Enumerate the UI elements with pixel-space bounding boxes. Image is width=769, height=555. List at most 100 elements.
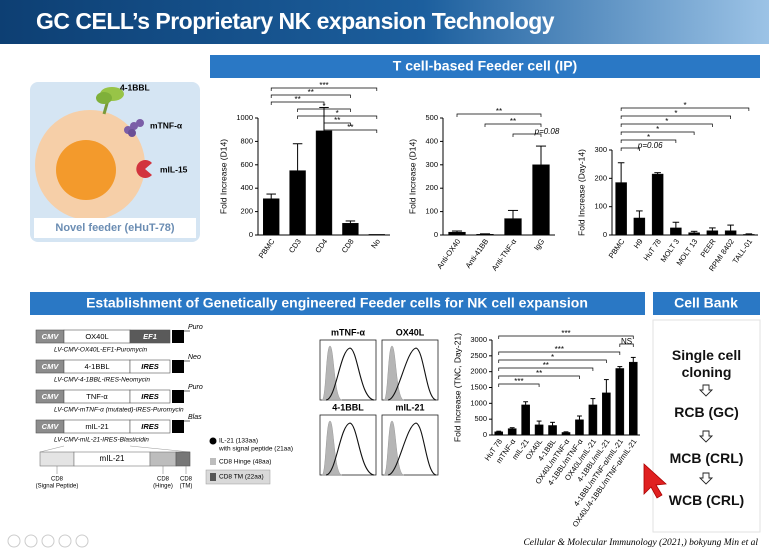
significance-bracket: [498, 351, 621, 355]
domain-caption: CD8: [51, 477, 64, 483]
isotype-curve: [383, 420, 405, 476]
flow-panel-label: mTNF-α: [331, 327, 365, 337]
domain-caption: CD8: [180, 477, 193, 483]
construct-part-label: CMV: [42, 422, 60, 431]
significance-bracket: [498, 375, 580, 379]
y-tick-label: 1500: [470, 382, 487, 391]
y-tick-label: 2500: [470, 351, 487, 360]
ligand-mil15: [136, 160, 152, 179]
isotype-curve: [321, 420, 343, 476]
significance-bracket: [323, 122, 351, 126]
bar: [532, 164, 550, 236]
bar: [651, 173, 664, 236]
y-tick-label: 0: [434, 230, 438, 239]
significance-label: ***: [319, 81, 328, 90]
bar: [315, 130, 333, 236]
cursor: [643, 463, 667, 499]
flow-panel-label: 4-1BBL: [332, 402, 364, 412]
citation: Cellular & Molecular Immunology (2021,) …: [523, 537, 758, 548]
significance-label: *: [336, 109, 339, 118]
bar: [534, 424, 544, 436]
y-tick-label: 200: [425, 183, 438, 192]
cell-bank-step: MCB (CRL): [669, 450, 744, 466]
marker-label: Neo: [188, 354, 201, 361]
y-axis-label: Fold Increase (D14): [218, 139, 228, 214]
construct-part-label: TNF-α: [86, 392, 108, 401]
construct-part-label: CMV: [42, 362, 60, 371]
significance-label: ***: [561, 329, 570, 338]
y-tick-label: 500: [474, 414, 487, 423]
y-tick-label: 400: [240, 183, 253, 192]
significance-bracket: [620, 115, 731, 119]
cell-bank-step-box: Single cell cloning: [672, 347, 741, 380]
y-tick-label: 600: [240, 160, 253, 169]
y-tick-label: 300: [594, 145, 607, 154]
y-axis-label: Fold Increase (Day-14): [576, 149, 586, 236]
legend-label: CD8 TM (22aa): [219, 474, 264, 481]
significance-bracket: [498, 359, 607, 363]
bar: [289, 170, 306, 236]
domain-tm: [175, 451, 191, 467]
significance-label: **: [536, 369, 542, 378]
y-tick-label: 1000: [470, 398, 487, 407]
marker-label: Puro: [188, 384, 203, 391]
domain-label: mIL-21: [100, 454, 125, 463]
significance-bracket: [297, 115, 378, 119]
legend-swatch: [210, 473, 216, 481]
flow-arrow: [698, 384, 714, 397]
selection-marker: [172, 330, 184, 343]
stain-curve: [387, 347, 437, 401]
bar: [615, 182, 627, 236]
significance-bracket: [498, 367, 594, 371]
significance-label: **: [347, 123, 353, 132]
ligand-label: mTNF-α: [150, 120, 183, 130]
y-tick-label: 200: [240, 207, 253, 216]
construct-label: LV-CMV-OX40L-EF1-Puromycin: [54, 347, 147, 354]
legend-swatch: [210, 458, 216, 465]
legend-label: with signal peptide (21aa): [218, 446, 293, 453]
construct-part-label: CMV: [42, 392, 60, 401]
construct-part-label: EF1: [143, 332, 157, 341]
construct-label: LV-CMV-mTNF-α (mutated)-IRES-Puromycin: [54, 407, 184, 414]
construct-part-label: IRES: [141, 422, 159, 431]
domain-caption: CD8: [157, 477, 170, 483]
significance-bracket: [484, 123, 542, 127]
y-tick-label: 2000: [470, 367, 487, 376]
bar: [368, 234, 385, 236]
significance-label: *: [665, 117, 668, 126]
caption-box: [34, 218, 196, 238]
stain-curve: [387, 422, 437, 476]
detail-guide: [39, 445, 191, 453]
bar: [575, 419, 584, 436]
y-tick-label: 0: [603, 230, 607, 239]
domain-signal: [39, 451, 75, 467]
cell-bank-step-box: RCB (GC): [674, 404, 739, 420]
significance-label: **: [543, 361, 549, 370]
significance-label: *: [683, 101, 686, 110]
marker-label: Puro: [188, 324, 203, 331]
legend-dot: [209, 437, 217, 445]
cell-bank-step-box: WCB (CRL): [668, 492, 745, 508]
section-title: Cell Bank: [674, 295, 738, 311]
selection-marker: [172, 390, 184, 403]
significance-bracket: [620, 139, 677, 143]
y-tick-label: 800: [240, 136, 253, 145]
flow-panel-label: OX40L: [396, 327, 425, 337]
domain-caption: (Signal Peptide): [36, 484, 79, 490]
slide-title: GC CELL’s Proprietary NK expansion Techn…: [36, 8, 555, 34]
ligand-label: 4-1BBL: [120, 82, 150, 92]
isotype-curve: [383, 345, 405, 401]
significance-label: **: [510, 117, 516, 126]
significance-label: **: [496, 107, 502, 116]
y-tick-label: 3000: [470, 335, 487, 344]
construct-part: [129, 329, 171, 344]
slide-controls[interactable]: [7, 534, 89, 548]
bar: [504, 218, 522, 236]
cell-bank-step: WCB (CRL): [668, 492, 745, 508]
bar: [670, 227, 682, 236]
ligand-mtnf: [124, 119, 144, 137]
bar: [602, 392, 611, 436]
bar: [561, 432, 571, 436]
significance-bracket: [620, 147, 640, 151]
